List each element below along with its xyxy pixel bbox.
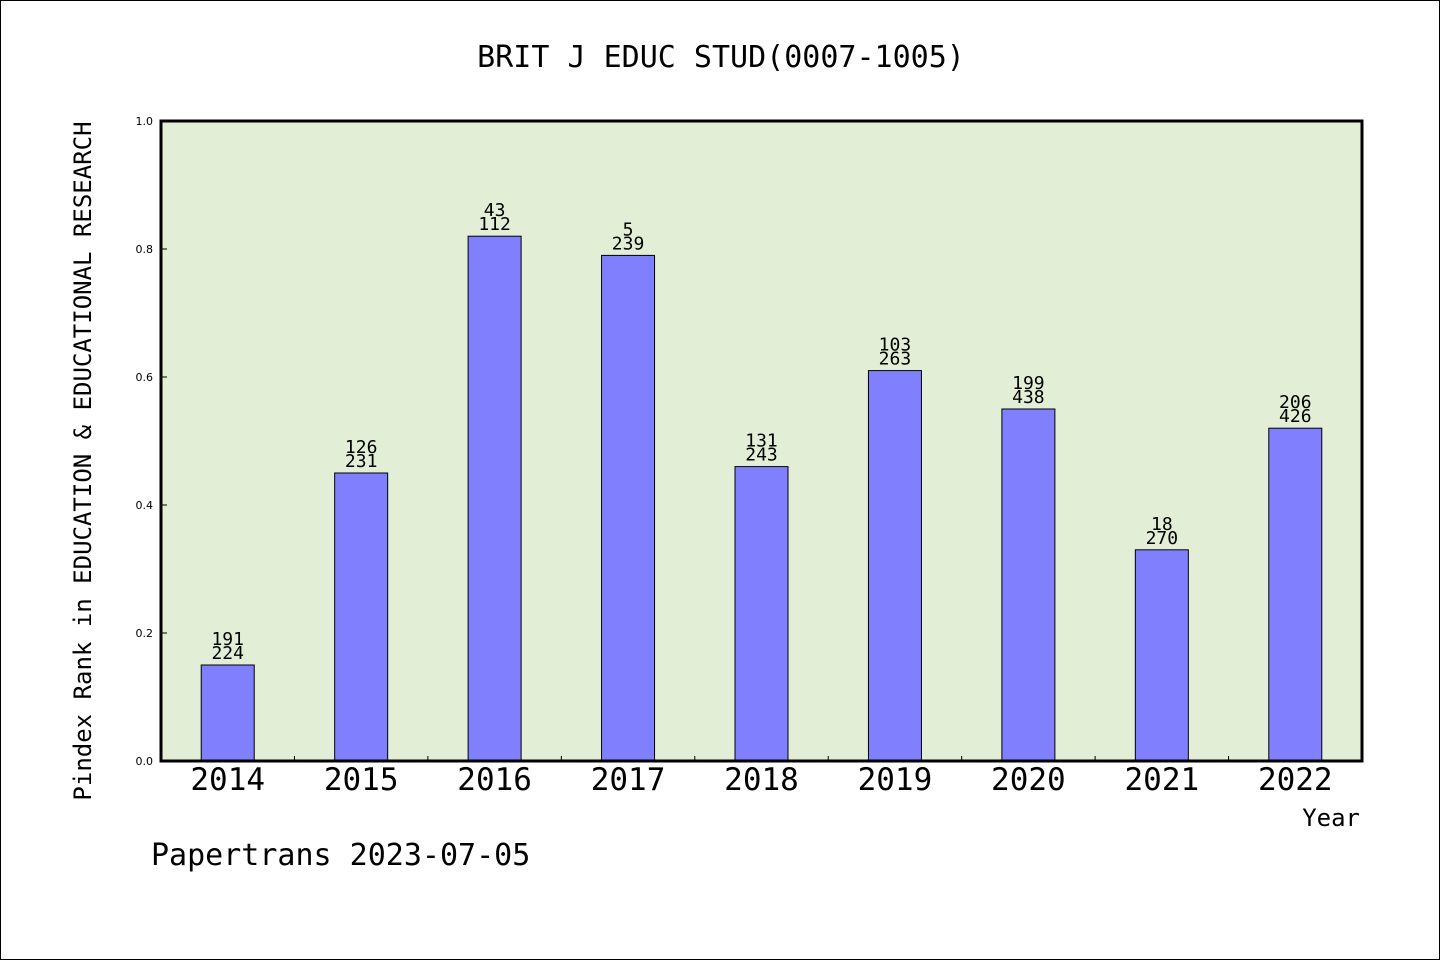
bar-2014	[200, 664, 255, 762]
y-tick-label: 1.0	[136, 115, 154, 128]
total-label: 438	[1012, 387, 1045, 408]
y-tick-label: 0.6	[136, 371, 154, 384]
bars	[200, 235, 1323, 762]
x-tick-label: 2022	[1258, 762, 1333, 798]
bar-2017	[601, 254, 656, 762]
x-tick-label: 2018	[724, 762, 799, 798]
total-label: 239	[612, 233, 645, 254]
rank-label: 103	[879, 335, 912, 356]
bar-2015	[334, 472, 389, 762]
bar-2021	[1134, 549, 1189, 762]
bar-2022	[1268, 427, 1323, 762]
footer-credit: Papertrans 2023-07-05	[151, 838, 530, 873]
total-label: 426	[1279, 406, 1312, 427]
total-label: 263	[879, 349, 912, 370]
x-axis: 2014 2015 2016 2017 2018 2019 2020 2021 2022	[190, 756, 1333, 798]
y-tick-label: 0.2	[136, 627, 154, 640]
chart-title: BRIT J EDUC STUD(0007-1005)	[477, 40, 965, 75]
rank-label: 131	[745, 431, 778, 452]
y-axis-label: Pindex Rank in EDUCATION & EDUCATIONAL R…	[69, 121, 97, 800]
total-label: 231	[345, 451, 378, 472]
x-tick-label: 2015	[324, 762, 399, 798]
bar-2020	[1001, 408, 1056, 762]
y-tick-label: 0.8	[136, 243, 154, 256]
rank-label: 5	[623, 219, 634, 240]
total-label: 243	[745, 445, 778, 466]
plot-border	[159, 119, 1364, 763]
total-label: 270	[1146, 528, 1179, 549]
x-tick-label: 2019	[858, 762, 933, 798]
bar-2018	[734, 466, 789, 762]
rank-label: 199	[1012, 373, 1045, 394]
bar-2019	[867, 370, 922, 762]
total-label: 112	[478, 214, 511, 235]
x-axis-label: Year	[1302, 804, 1360, 832]
bar-2016	[467, 235, 522, 762]
rank-label: 206	[1279, 392, 1312, 413]
x-tick-label: 2016	[457, 762, 532, 798]
rank-label: 126	[345, 437, 378, 458]
x-tick-label: 2017	[591, 762, 666, 798]
rank-label: 191	[211, 629, 244, 650]
x-tick-label: 2014	[190, 762, 265, 798]
x-tick-label: 2020	[991, 762, 1066, 798]
total-label: 224	[211, 643, 244, 664]
x-tick-label: 2021	[1125, 762, 1200, 798]
rank-label: 43	[484, 200, 506, 221]
rank-label: 18	[1151, 514, 1173, 535]
y-tick-label: 0.4	[136, 499, 154, 512]
y-tick-label: 0.0	[136, 755, 154, 768]
